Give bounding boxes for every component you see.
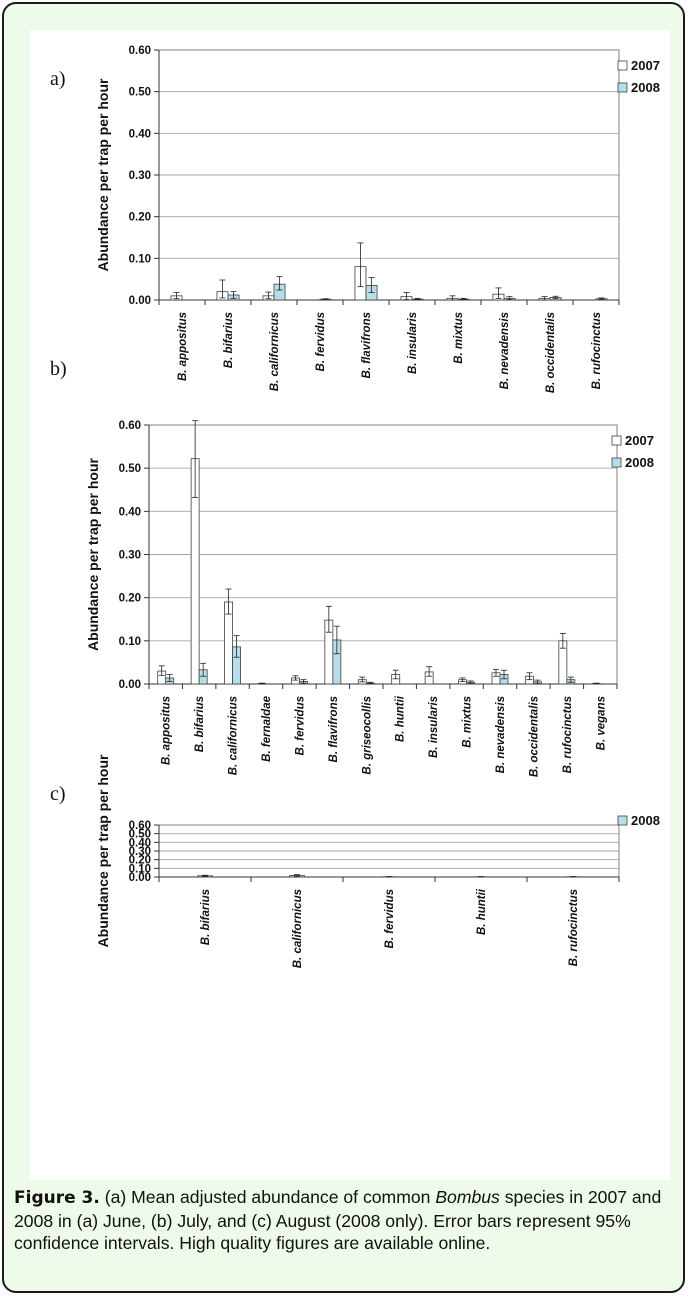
- category-label: B. griseocollis: [361, 696, 373, 775]
- panel-label: b): [50, 358, 67, 380]
- chart-panel-1: a) 0.00 0.10 0.20 0.30 0.40 0.50 0.60 Abundance …: [50, 45, 660, 393]
- category-label: B. fervidus: [384, 889, 396, 948]
- category-label: B. fervidus: [315, 312, 327, 371]
- category-label: B. appositus: [177, 312, 189, 381]
- category-label: B. insularis: [407, 312, 419, 374]
- y-axis-label: Abundance per trap per hour: [95, 78, 111, 271]
- y-tick-label: 0.30: [119, 550, 141, 562]
- panel-label: a): [50, 68, 66, 90]
- y-tick-label: 0.20: [129, 855, 151, 867]
- category-label: B. occidentalis: [528, 696, 540, 777]
- y-tick-label: 0.20: [119, 593, 141, 605]
- y-tick-label: 0.60: [129, 45, 151, 57]
- category-label: B. californicus: [292, 889, 304, 968]
- caption-label: Figure 3.: [14, 1188, 100, 1208]
- legend-label: 2008: [631, 80, 660, 95]
- category-label: B. rufocinctus: [568, 889, 580, 966]
- category-label: B. fervidus: [294, 696, 306, 755]
- figure-area: a) 0.00 0.10 0.20 0.30 0.40 0.50 0.60 Abundance …: [30, 30, 670, 1180]
- y-axis-label: Abundance per trap per hour: [95, 754, 111, 947]
- y-tick-label: 0.50: [119, 463, 141, 475]
- category-label: B. bifarius: [200, 889, 212, 945]
- category-label: B. flavifrons: [328, 696, 340, 762]
- category-label: B. fernaldae: [261, 695, 273, 761]
- y-tick-label: 0.10: [119, 636, 141, 648]
- chart-panel-2: b) 0.00 0.10 0.20 0.30 0.40 0.50 0.60 Abundance …: [50, 358, 654, 777]
- y-tick-label: 0.50: [129, 87, 151, 99]
- charts-svg: a)0.000.100.200.300.400.500.60Abundance …: [50, 45, 660, 968]
- category-label: B. insularis: [428, 696, 440, 758]
- y-tick-label: 0.50: [129, 829, 151, 841]
- category-label: B. huntii: [395, 695, 407, 742]
- legend-label: 2007: [625, 433, 654, 448]
- y-tick-label: 0.40: [129, 128, 151, 140]
- category-label: B. rufocinctus: [591, 312, 603, 389]
- category-label: B. appositus: [161, 696, 173, 765]
- y-tick-label: 0.30: [129, 846, 151, 858]
- y-tick-label: 0.00: [129, 295, 151, 307]
- y-tick-label: 0.20: [129, 212, 151, 224]
- caption-genus: Bombus: [435, 1187, 500, 1207]
- y-tick-label: 0.40: [129, 837, 151, 849]
- y-tick-label: 0.40: [119, 506, 141, 518]
- figure-caption: Figure 3. (a) Mean adjusted abundance of…: [14, 1186, 682, 1255]
- category-label: B. bifarius: [194, 696, 206, 752]
- category-label: B. vegans: [595, 696, 607, 750]
- category-label: B. californicus: [269, 312, 281, 391]
- legend-label: 2007: [631, 58, 660, 73]
- y-tick-label: 0.60: [129, 820, 151, 832]
- y-axis-label: Abundance per trap per hour: [85, 457, 101, 650]
- category-label: B. rufocinctus: [562, 696, 574, 773]
- category-label: B. nevadensis: [495, 696, 507, 773]
- caption-text-before: (a) Mean adjusted abundance of common: [99, 1187, 436, 1207]
- legend-swatch: [611, 435, 622, 446]
- legend-swatch: [617, 815, 628, 826]
- legend-swatch: [617, 82, 628, 93]
- caption-text-after: species in 2007 and 2008 in (a) June, (b…: [14, 1187, 662, 1253]
- y-tick-label: 0.60: [119, 420, 141, 432]
- legend-label: 2008: [631, 813, 660, 828]
- y-tick-label: 0.00: [119, 679, 141, 691]
- category-label: B. mixtus: [462, 696, 474, 748]
- legend-label: 2008: [625, 455, 654, 470]
- panel-label: c): [50, 783, 66, 805]
- category-label: B. bifarius: [223, 312, 235, 368]
- legend-swatch: [611, 457, 622, 468]
- y-tick-label: 0.10: [129, 253, 151, 265]
- category-label: B. occidentalis: [545, 312, 557, 393]
- category-label: B. huntii: [476, 888, 488, 935]
- category-label: B. flavifrons: [361, 312, 373, 378]
- category-label: B. californicus: [228, 696, 240, 775]
- category-label: B. nevadensis: [499, 312, 511, 389]
- chart-panel-3: c) 0.000.100.200.300.400.500.60 Abundance …: [50, 754, 660, 968]
- legend-swatch: [617, 60, 628, 71]
- y-tick-label: 0.00: [129, 872, 151, 884]
- category-label: B. mixtus: [453, 312, 465, 364]
- y-tick-label: 0.30: [129, 170, 151, 182]
- y-tick-label: 0.10: [129, 863, 151, 875]
